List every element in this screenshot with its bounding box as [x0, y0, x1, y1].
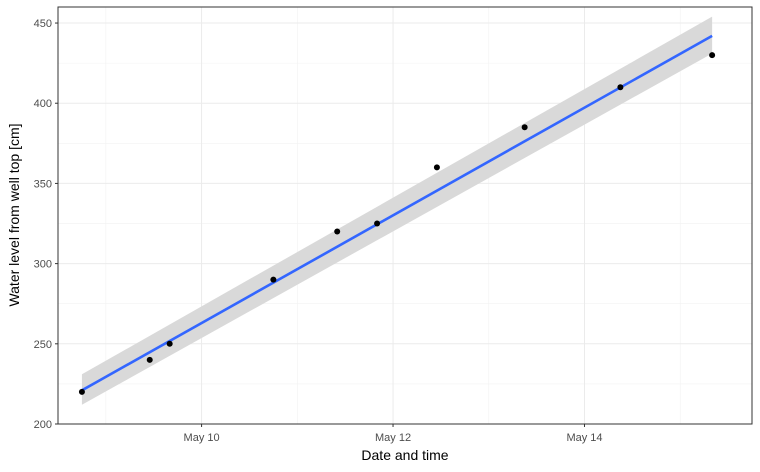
data-point — [78, 388, 85, 395]
y-axis-title: Water level from well top [cm] — [6, 123, 22, 306]
y-tick-label: 400 — [34, 98, 52, 110]
x-tick-label: May 10 — [184, 432, 220, 444]
data-point — [270, 276, 277, 283]
data-point — [146, 356, 153, 363]
y-tick-label: 300 — [34, 259, 52, 271]
data-point — [709, 52, 716, 59]
data-point — [521, 124, 528, 131]
x-tick-label: May 14 — [566, 432, 602, 444]
fit-line-group — [81, 34, 713, 392]
confidence-band — [81, 16, 713, 405]
confidence-band-area — [81, 16, 713, 405]
y-tick-label: 450 — [34, 18, 52, 30]
y-axis: 200 250 300 350 400 450 — [34, 18, 58, 431]
y-tick-label: 250 — [34, 339, 52, 351]
y-tick-label: 200 — [34, 419, 52, 431]
panel-border — [57, 6, 753, 425]
data-point — [617, 84, 624, 91]
x-axis-title: Date and time — [361, 447, 448, 463]
regression-line — [81, 34, 713, 392]
data-point — [166, 340, 173, 347]
x-tick-label: May 12 — [375, 432, 411, 444]
data-point — [374, 220, 381, 227]
y-tick-label: 350 — [34, 178, 52, 190]
x-axis: May 10 May 12 May 14 — [184, 424, 603, 444]
data-points — [78, 52, 716, 395]
data-point — [433, 164, 440, 171]
data-point — [334, 228, 341, 235]
